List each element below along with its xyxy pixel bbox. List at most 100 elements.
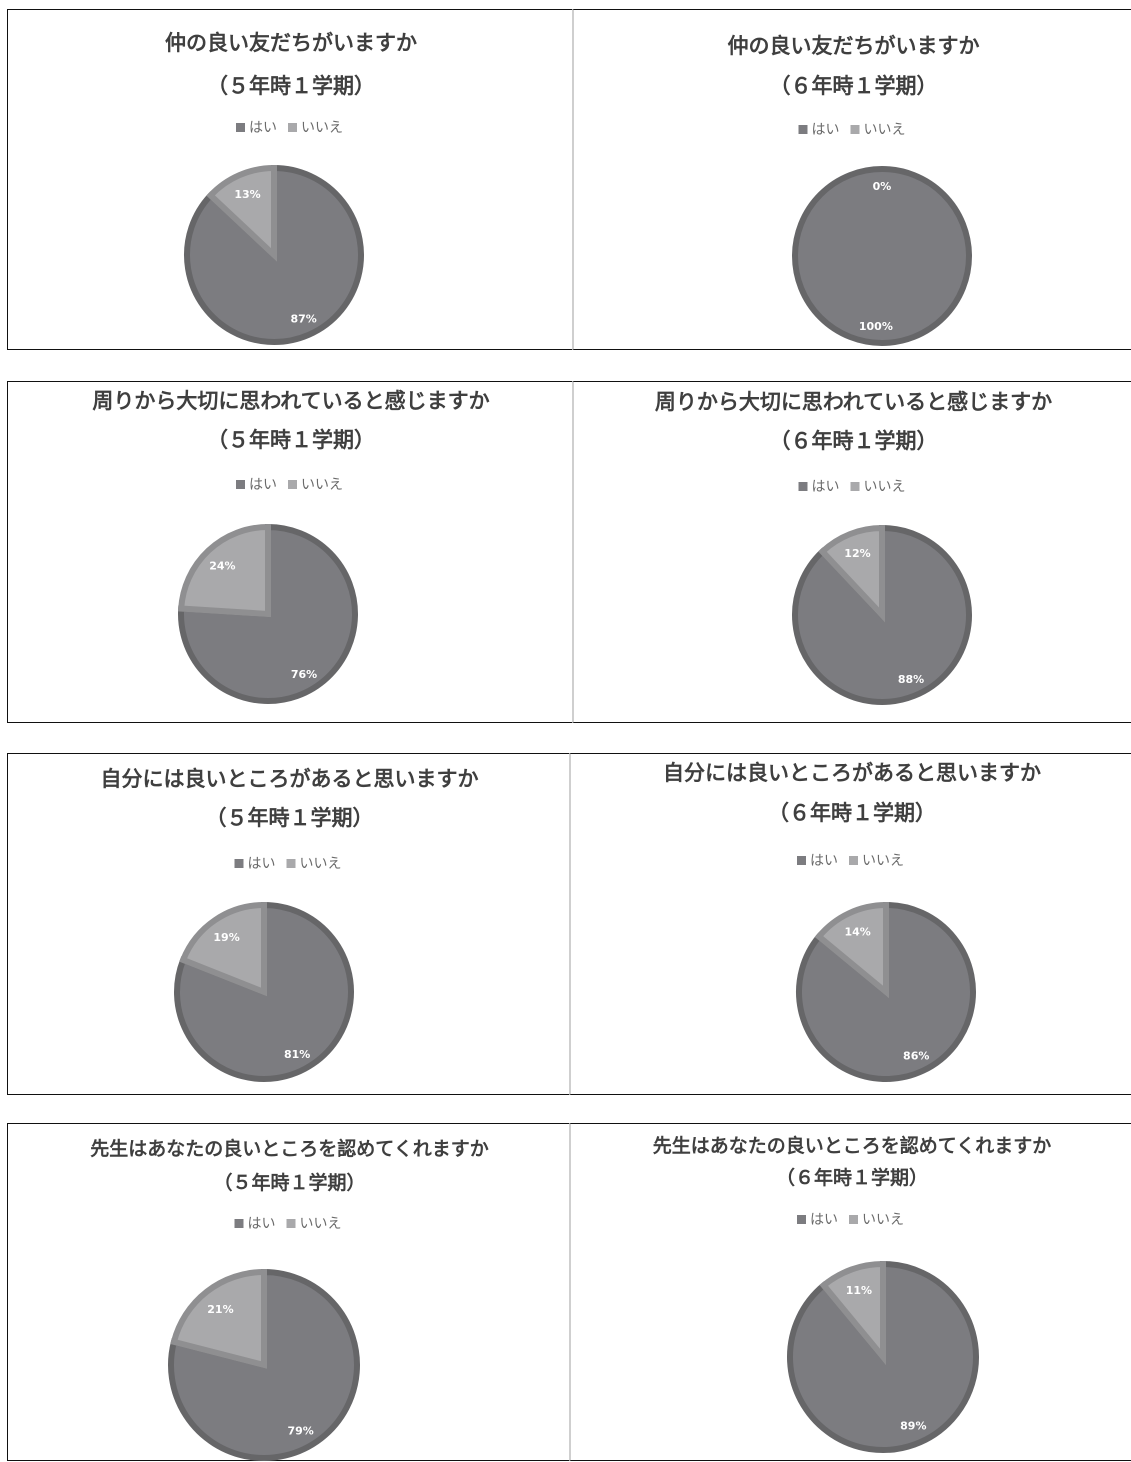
data-label-no: 24% xyxy=(209,559,235,572)
legend-label-yes: はい xyxy=(248,856,276,872)
chart-title: 仲の良い友だちがいますか xyxy=(728,34,980,58)
legend-swatch-yes xyxy=(236,480,245,489)
data-label-no: 11% xyxy=(846,1284,872,1297)
chart-title: 周りから大切に思われていると感じますか xyxy=(92,389,489,413)
legend-label-yes: はい xyxy=(249,120,277,136)
chart-subtitle: （６年時１学期） xyxy=(768,801,936,825)
pie-slices xyxy=(792,166,972,346)
pie-slice-yes xyxy=(168,1268,360,1461)
pie-slice-no xyxy=(177,523,271,618)
pie-slice-no xyxy=(818,524,885,623)
chart-title: 先生はあなたの良いところを認めてくれますか xyxy=(653,1134,1051,1157)
legend-swatch-no xyxy=(286,1219,296,1228)
legend-swatch-no xyxy=(288,480,297,489)
pie-chart: 先生はあなたの良いところを認めてくれますか （５年時１学期） はい いいえ 79% 21% xyxy=(90,1137,489,1461)
legend-swatch-yes xyxy=(236,123,245,132)
pie-chart: 周りから大切に思われていると感じますか （５年時１学期） はい いいえ 76% 24% xyxy=(92,389,490,704)
legend-swatch-no xyxy=(849,856,858,865)
chart-subtitle: （５年時１学期） xyxy=(207,428,375,452)
pie-slices xyxy=(787,1260,979,1453)
pie-slices xyxy=(796,901,976,1082)
chart-legend: はい いいえ xyxy=(798,122,906,138)
pie-chart-panel: 仲の良い友だちがいますか （６年時１学期） はい いいえ 100% 0% xyxy=(572,9,1131,350)
legend-label-yes: はい xyxy=(249,477,277,493)
data-label-yes: 89% xyxy=(900,1419,926,1432)
pie-slices xyxy=(184,164,364,345)
pie-chart-panel: 周りから大切に思われていると感じますか （５年時１学期） はい いいえ 76% 24% xyxy=(7,381,573,723)
legend-label-no: いいえ xyxy=(862,853,904,869)
legend-swatch-yes xyxy=(797,1215,806,1224)
pie-chart: 仲の良い友だちがいますか （６年時１学期） はい いいえ 100% 0% xyxy=(728,34,980,346)
legend-swatch-no xyxy=(850,482,860,491)
pie-slices xyxy=(177,523,358,704)
legend-swatch-yes xyxy=(234,859,244,868)
legend-label-yes: はい xyxy=(248,1216,276,1232)
data-label-yes: 86% xyxy=(903,1049,929,1062)
data-label-no: 0% xyxy=(873,180,892,193)
data-label-yes: 87% xyxy=(290,313,316,326)
chart-title: 先生はあなたの良いところを認めてくれますか xyxy=(90,1137,488,1160)
pie-chart-panel: 仲の良い友だちがいますか （５年時１学期） はい いいえ 87% 13% xyxy=(7,9,573,350)
legend-label-no: いいえ xyxy=(862,1212,904,1228)
legend-label-yes: はい xyxy=(812,479,840,495)
data-label-no: 12% xyxy=(844,547,870,560)
chart-title: 自分には良いところがあると思いますか xyxy=(663,761,1041,785)
data-label-no: 14% xyxy=(844,926,870,939)
pie-chart-panel: 周りから大切に思われていると感じますか （６年時１学期） はい いいえ 88% 12% xyxy=(572,381,1131,723)
legend-label-no: いいえ xyxy=(864,122,906,138)
pie-slice-no xyxy=(206,164,277,262)
legend-label-no: いいえ xyxy=(301,477,343,493)
data-label-yes: 79% xyxy=(287,1424,313,1437)
pie-chart-panel: 自分には良いところがあると思いますか （６年時１学期） はい いいえ 86% 14% xyxy=(569,753,1131,1095)
pie-slices xyxy=(168,1268,360,1461)
legend-swatch-no xyxy=(849,1215,858,1224)
chart-legend: はい いいえ xyxy=(797,1212,904,1228)
chart-legend: はい いいえ xyxy=(234,1216,342,1232)
legend-label-yes: はい xyxy=(810,1212,838,1228)
data-label-yes: 100% xyxy=(859,320,893,333)
legend-swatch-yes xyxy=(797,856,806,865)
data-label-yes: 81% xyxy=(284,1048,310,1061)
legend-label-yes: はい xyxy=(810,853,838,869)
pie-chart-panel: 先生はあなたの良いところを認めてくれますか （６年時１学期） はい いいえ 89% 11% xyxy=(569,1123,1131,1461)
data-label-no: 21% xyxy=(207,1303,233,1316)
chart-subtitle: （５年時１学期） xyxy=(213,1171,365,1194)
pie-slices xyxy=(174,901,354,1082)
data-label-no: 13% xyxy=(234,188,260,201)
pie-chart: 先生はあなたの良いところを認めてくれますか （６年時１学期） はい いいえ 89% 11% xyxy=(653,1134,1051,1453)
legend-label-yes: はい xyxy=(812,122,840,138)
legend-swatch-no xyxy=(286,859,296,868)
pie-chart: 自分には良いところがあると思いますか （５年時１学期） はい いいえ 81% 19% xyxy=(101,767,479,1082)
pie-chart: 自分には良いところがあると思いますか （６年時１学期） はい いいえ 86% 14% xyxy=(663,761,1041,1082)
pie-slice-no xyxy=(170,1268,267,1369)
pie-chart-panel: 先生はあなたの良いところを認めてくれますか （５年時１学期） はい いいえ 79% 21% xyxy=(7,1123,570,1461)
chart-subtitle: （６年時１学期） xyxy=(770,429,938,453)
chart-legend: はい いいえ xyxy=(797,853,904,869)
legend-label-no: いいえ xyxy=(864,479,906,495)
legend-swatch-no xyxy=(288,123,297,132)
chart-title: 周りから大切に思われていると感じますか xyxy=(655,390,1052,414)
legend-swatch-yes xyxy=(234,1219,244,1228)
legend-label-no: いいえ xyxy=(301,120,343,136)
pie-slice-yes xyxy=(787,1260,979,1453)
pie-chart-panel: 自分には良いところがあると思いますか （５年時１学期） はい いいえ 81% 19% xyxy=(7,753,570,1095)
chart-subtitle: （６年時１学期） xyxy=(776,1166,928,1189)
legend-swatch-no xyxy=(850,125,860,134)
chart-legend: はい いいえ xyxy=(236,477,343,493)
chart-legend: はい いいえ xyxy=(236,120,343,136)
pie-chart: 仲の良い友だちがいますか （５年時１学期） はい いいえ 87% 13% xyxy=(165,31,417,345)
data-label-yes: 76% xyxy=(291,668,317,681)
data-label-yes: 88% xyxy=(898,673,924,686)
pie-slice-yes xyxy=(796,901,976,1082)
legend-swatch-yes xyxy=(798,125,808,134)
pie-slice-no xyxy=(819,1260,886,1366)
chart-title: 自分には良いところがあると思いますか xyxy=(101,767,479,791)
pie-slice-no xyxy=(179,901,267,997)
chart-subtitle: （６年時１学期） xyxy=(770,74,938,98)
pie-chart: 周りから大切に思われていると感じますか （６年時１学期） はい いいえ 88% 12% xyxy=(655,390,1052,705)
pie-slice-no xyxy=(814,901,889,999)
chart-title: 仲の良い友だちがいますか xyxy=(165,31,417,55)
legend-swatch-yes xyxy=(798,482,808,491)
data-label-no: 19% xyxy=(213,931,239,944)
legend-label-no: いいえ xyxy=(300,1216,342,1232)
